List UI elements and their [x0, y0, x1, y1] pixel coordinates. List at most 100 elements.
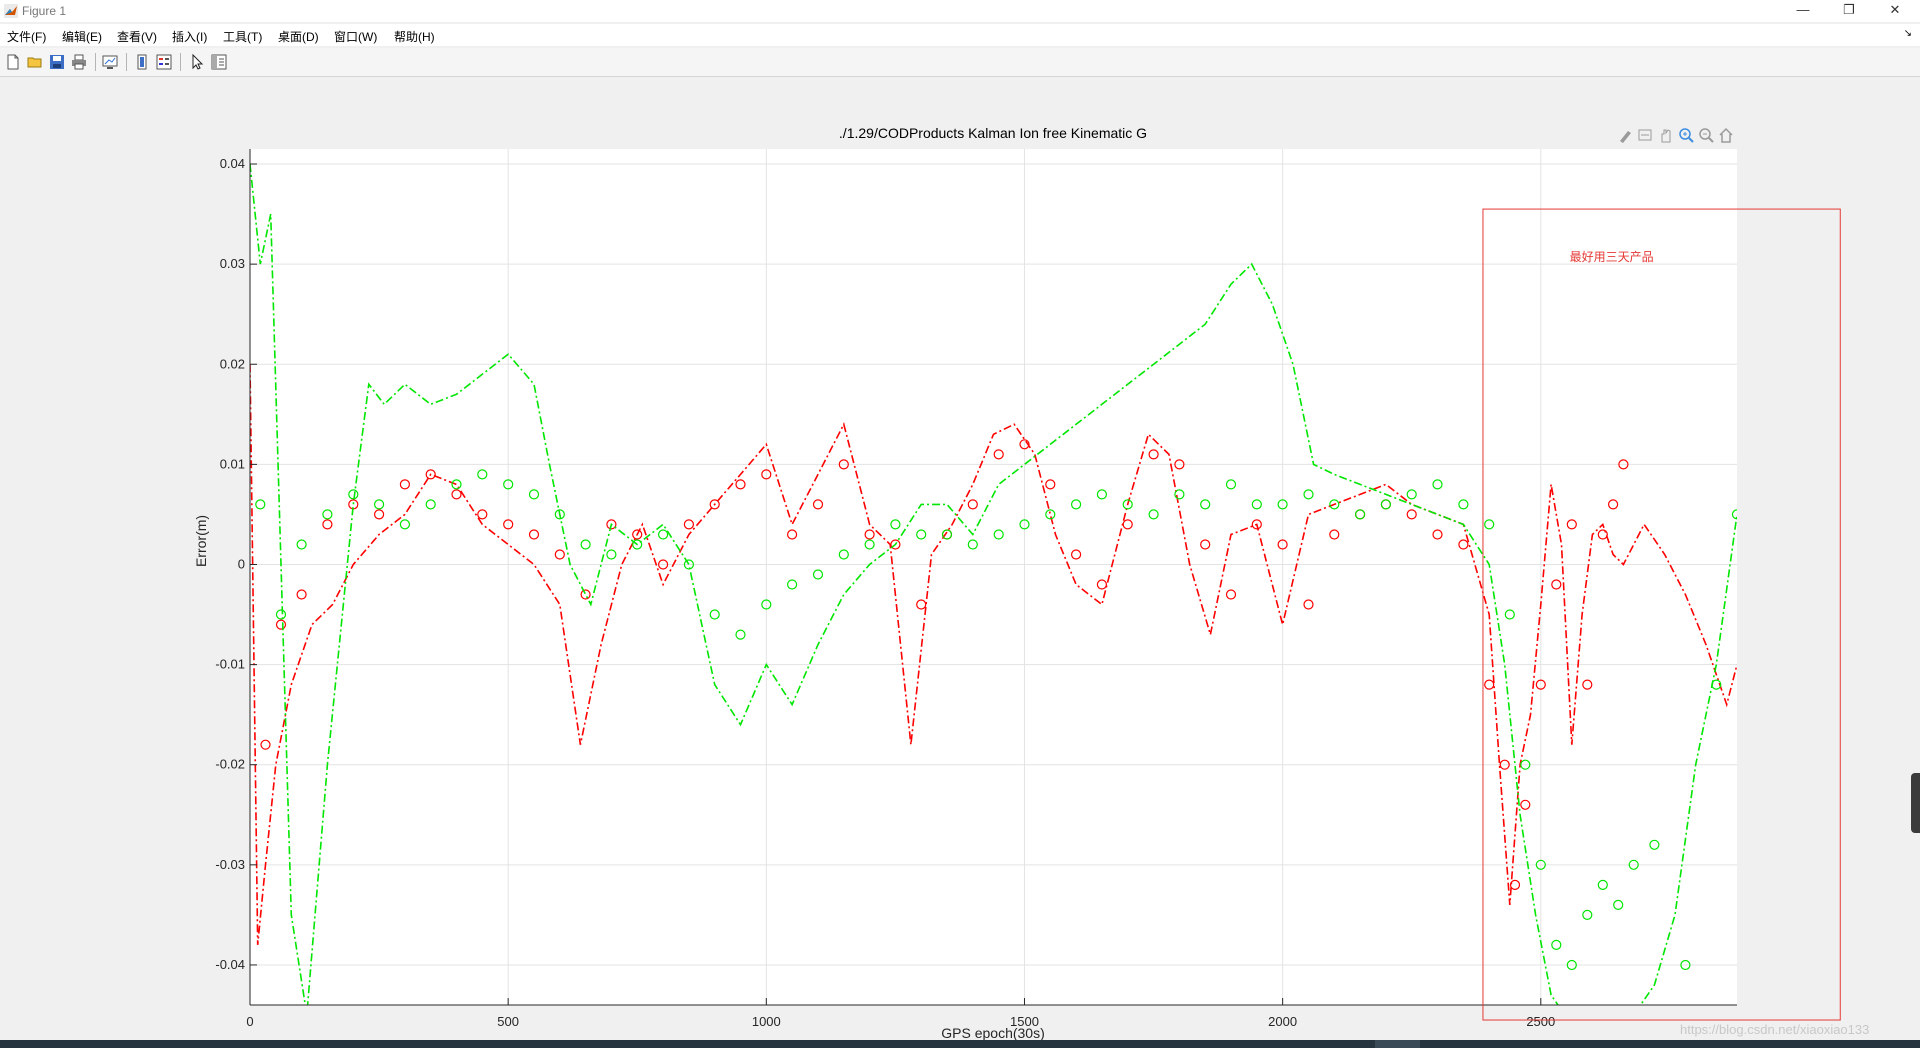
data-point — [1618, 459, 1629, 470]
data-point — [812, 499, 824, 510]
menu-insert[interactable]: 插入(I) — [172, 30, 208, 44]
data-point — [275, 609, 287, 620]
menu-tools[interactable]: 工具(T) — [223, 30, 263, 44]
menu-help[interactable]: 帮助(H) — [394, 30, 435, 44]
menu-desktop[interactable]: 桌面(D) — [278, 30, 319, 44]
taskbar-active-tab[interactable] — [1375, 1040, 1420, 1048]
data-point — [838, 549, 849, 560]
brush-icon[interactable] — [1620, 131, 1631, 143]
data-point — [761, 599, 772, 610]
y-tick-label: -0.03 — [215, 857, 245, 872]
insert-legend-icon[interactable] — [155, 53, 173, 71]
title-bar: Figure 1 — ❐ ✕ — [0, 0, 1920, 22]
data-point — [1329, 529, 1340, 540]
menu-view[interactable]: 查看(V) — [117, 30, 157, 44]
data-point — [399, 519, 410, 530]
data-point — [528, 489, 540, 500]
menu-file[interactable]: 文件(F) — [7, 30, 47, 44]
data-point — [554, 549, 565, 560]
data-point — [632, 539, 643, 550]
data-point — [1582, 909, 1593, 921]
pan-icon[interactable] — [1661, 129, 1671, 143]
side-panel-tab[interactable] — [1911, 773, 1920, 833]
zoom-out-icon[interactable] — [1699, 128, 1714, 143]
annotation-box[interactable] — [1482, 208, 1841, 1021]
data-point — [1597, 879, 1608, 891]
data-point — [1484, 679, 1495, 690]
data-point — [1406, 509, 1417, 520]
data-point — [296, 539, 307, 550]
data-point — [1354, 509, 1366, 520]
data-point — [1731, 509, 1737, 520]
datatip-icon[interactable] — [1638, 129, 1652, 141]
data-point — [993, 449, 1004, 460]
data-point — [255, 499, 266, 510]
data-point — [425, 469, 436, 480]
data-point — [1277, 499, 1288, 510]
data-point — [1406, 489, 1417, 500]
open-file-icon[interactable] — [26, 53, 44, 71]
data-point — [916, 599, 927, 610]
print-icon[interactable] — [70, 53, 88, 71]
data-point — [1019, 439, 1030, 450]
y-tick-label: -0.02 — [215, 757, 245, 772]
data-point — [1535, 859, 1546, 870]
zoom-in-icon[interactable] — [1679, 128, 1694, 143]
series-line — [250, 364, 1737, 945]
y-tick-label: 0.02 — [220, 356, 245, 371]
data-point — [941, 529, 953, 540]
data-point — [1096, 579, 1108, 590]
data-point — [374, 499, 385, 510]
chart[interactable]: ./1.29/CODProducts Kalman Ion free Kinem… — [0, 77, 1920, 1041]
series-3 — [255, 469, 1737, 971]
restore-button[interactable]: ❐ — [1843, 2, 1855, 17]
data-point — [1045, 509, 1056, 520]
data-point — [864, 529, 875, 540]
data-point — [348, 489, 359, 500]
new-figure-icon[interactable] — [4, 53, 22, 71]
x-tick-label: 1500 — [1010, 1014, 1039, 1029]
series-line — [250, 163, 1737, 1005]
axes-toolbar — [1620, 127, 1733, 143]
data-point — [275, 619, 287, 630]
y-tick-label: 0.03 — [220, 256, 245, 271]
data-point — [735, 629, 746, 640]
y-tick-label: -0.04 — [215, 957, 245, 972]
data-point — [1303, 599, 1314, 610]
data-point — [399, 479, 410, 490]
data-point — [1566, 519, 1577, 530]
insert-colorbar-icon[interactable] — [133, 53, 151, 71]
menu-window[interactable]: 窗口(W) — [334, 30, 378, 44]
data-point — [838, 459, 849, 470]
link-plot-icon[interactable] — [101, 53, 119, 71]
series-0 — [250, 364, 1737, 945]
home-icon[interactable] — [1719, 127, 1733, 143]
data-point — [1484, 519, 1495, 530]
y-tick-label: 0 — [238, 556, 245, 571]
data-point — [322, 519, 333, 530]
property-inspector-icon[interactable] — [210, 53, 228, 71]
close-button[interactable]: ✕ — [1889, 2, 1901, 17]
data-point — [1582, 679, 1593, 690]
data-point — [1613, 899, 1624, 911]
data-point — [1680, 959, 1691, 971]
data-point — [1566, 959, 1577, 971]
x-tick-label: 1000 — [752, 1014, 781, 1029]
edit-plot-arrow-icon[interactable] — [188, 53, 206, 71]
menu-bar: 文件(F) 编辑(E) 查看(V) 插入(I) 工具(T) 桌面(D) 窗口(W… — [0, 24, 1920, 46]
minimize-button[interactable]: — — [1796, 2, 1810, 17]
data-point — [296, 589, 307, 600]
menu-edit[interactable]: 编辑(E) — [62, 30, 102, 44]
series-1 — [260, 439, 1629, 891]
data-point — [1551, 579, 1562, 590]
x-tick-label: 2000 — [1268, 1014, 1297, 1029]
data-point — [1509, 879, 1521, 891]
plot-area[interactable] — [250, 149, 1737, 1005]
menu-overflow-icon[interactable]: ↘ — [1903, 28, 1912, 39]
data-point — [1251, 499, 1262, 510]
x-axis-title: GPS epoch(30s) — [941, 1025, 1045, 1040]
watermark: https://blog.csdn.net/xiaoxiao133 — [1680, 1022, 1870, 1037]
data-point — [1535, 679, 1546, 690]
data-point — [1628, 859, 1639, 870]
save-icon[interactable] — [48, 53, 66, 71]
